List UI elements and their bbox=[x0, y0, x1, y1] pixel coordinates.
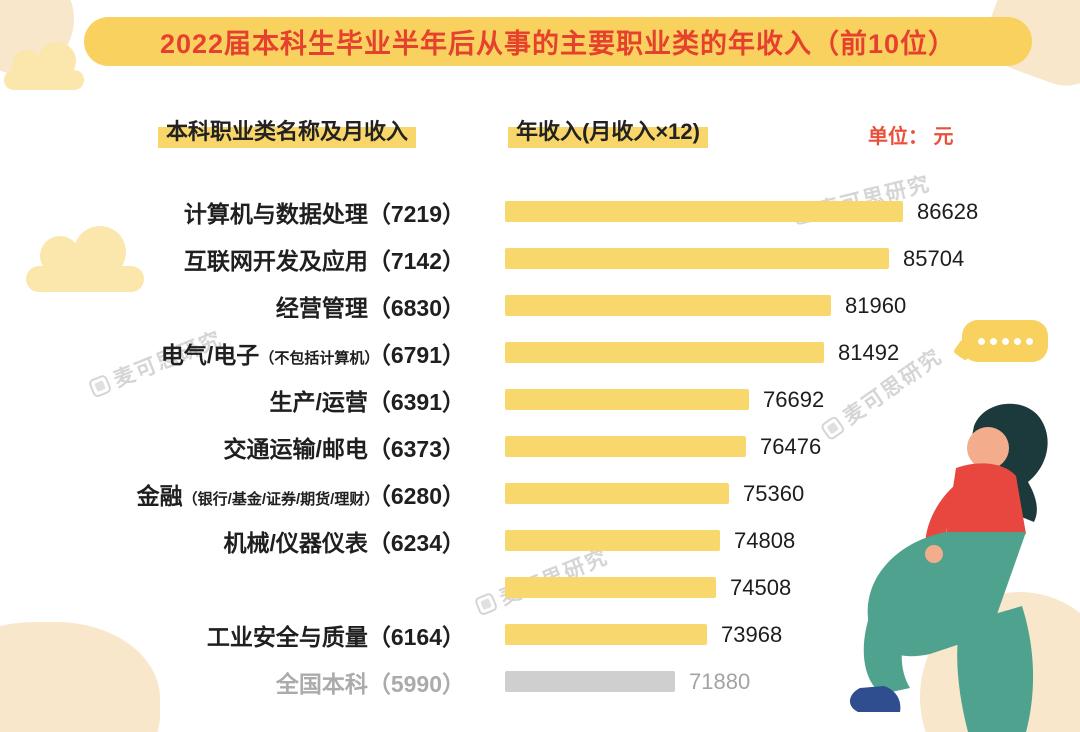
income-bar bbox=[505, 671, 675, 692]
income-bar bbox=[505, 342, 824, 363]
category-label: 互联网开发及应用（7142） bbox=[183, 247, 465, 274]
value-label: 74508 bbox=[730, 574, 792, 600]
category-label: 生产/运营（6391） bbox=[269, 388, 465, 415]
income-bar bbox=[505, 436, 746, 457]
bar-row: 金融（银行/基金/证券/期货/理财）（6280） 75360 bbox=[40, 470, 1060, 517]
cloud-icon bbox=[26, 226, 144, 292]
income-bar bbox=[505, 624, 707, 645]
income-bar bbox=[505, 295, 831, 316]
category-label: 经营管理（6830） bbox=[275, 294, 465, 321]
bar-row: 经营管理（6830） 81960 bbox=[40, 282, 1060, 329]
bar-row: 计算机与数据处理（7219） 86628 bbox=[40, 188, 1060, 235]
column-header-income: 年收入(月收入×12) bbox=[508, 112, 708, 148]
category-label: 工业安全与质量（6164） bbox=[206, 623, 465, 650]
value-label: 81492 bbox=[838, 339, 900, 365]
income-bar bbox=[505, 248, 889, 269]
income-bar bbox=[505, 577, 716, 598]
bar-row: 74508 bbox=[40, 564, 1060, 611]
category-label: 交通运输/邮电（6373） bbox=[223, 435, 465, 462]
bar-row: 交通运输/邮电（6373） 76476 bbox=[40, 423, 1060, 470]
bar-row: 全国本科（5990） 71880 bbox=[40, 658, 1060, 705]
bar-row: 互联网开发及应用（7142） 85704 bbox=[40, 235, 1060, 282]
category-label: 电气/电子（不包括计算机）（6791） bbox=[160, 341, 465, 368]
bar-row: 电气/电子（不包括计算机）（6791） 81492 bbox=[40, 329, 1060, 376]
value-label: 81960 bbox=[845, 292, 907, 318]
column-header-category: 本科职业类名称及月收入 bbox=[158, 112, 417, 148]
page-title: 2022届本科生毕业半年后从事的主要职业类的年收入（前10位） bbox=[84, 17, 1032, 66]
unit-label: 单位： 元 bbox=[868, 126, 954, 148]
bar-row: 工业安全与质量（6164） 73968 bbox=[40, 611, 1060, 658]
value-label: 76476 bbox=[760, 433, 822, 459]
person-illustration bbox=[849, 403, 1048, 732]
value-label: 71880 bbox=[689, 668, 751, 694]
income-bar bbox=[505, 530, 720, 551]
bar-row: 机械/仪器仪表（6234） 74808 bbox=[40, 517, 1060, 564]
bar-row: 生产/运营（6391） 76692 bbox=[40, 376, 1060, 423]
category-label: 金融（银行/基金/证券/期货/理财）（6280） bbox=[136, 482, 465, 509]
income-bar bbox=[505, 389, 749, 410]
cloud-icon bbox=[4, 42, 84, 90]
value-label: 86628 bbox=[917, 198, 979, 224]
value-label: 76692 bbox=[763, 386, 825, 412]
bar-chart: 计算机与数据处理（7219） 86628 互联网开发及应用（7142） 85704 经营… bbox=[40, 188, 1060, 705]
value-label: 73968 bbox=[721, 621, 783, 647]
value-label: 85704 bbox=[903, 245, 965, 271]
value-label: 74808 bbox=[734, 527, 796, 553]
category-label: 计算机与数据处理（7219） bbox=[183, 200, 465, 227]
income-bar bbox=[505, 201, 903, 222]
value-label: 75360 bbox=[743, 480, 805, 506]
speech-bubble-icon bbox=[962, 320, 1048, 362]
category-label: 机械/仪器仪表（6234） bbox=[223, 529, 465, 556]
income-bar bbox=[505, 483, 729, 504]
category-label: 全国本科（5990） bbox=[275, 670, 465, 697]
